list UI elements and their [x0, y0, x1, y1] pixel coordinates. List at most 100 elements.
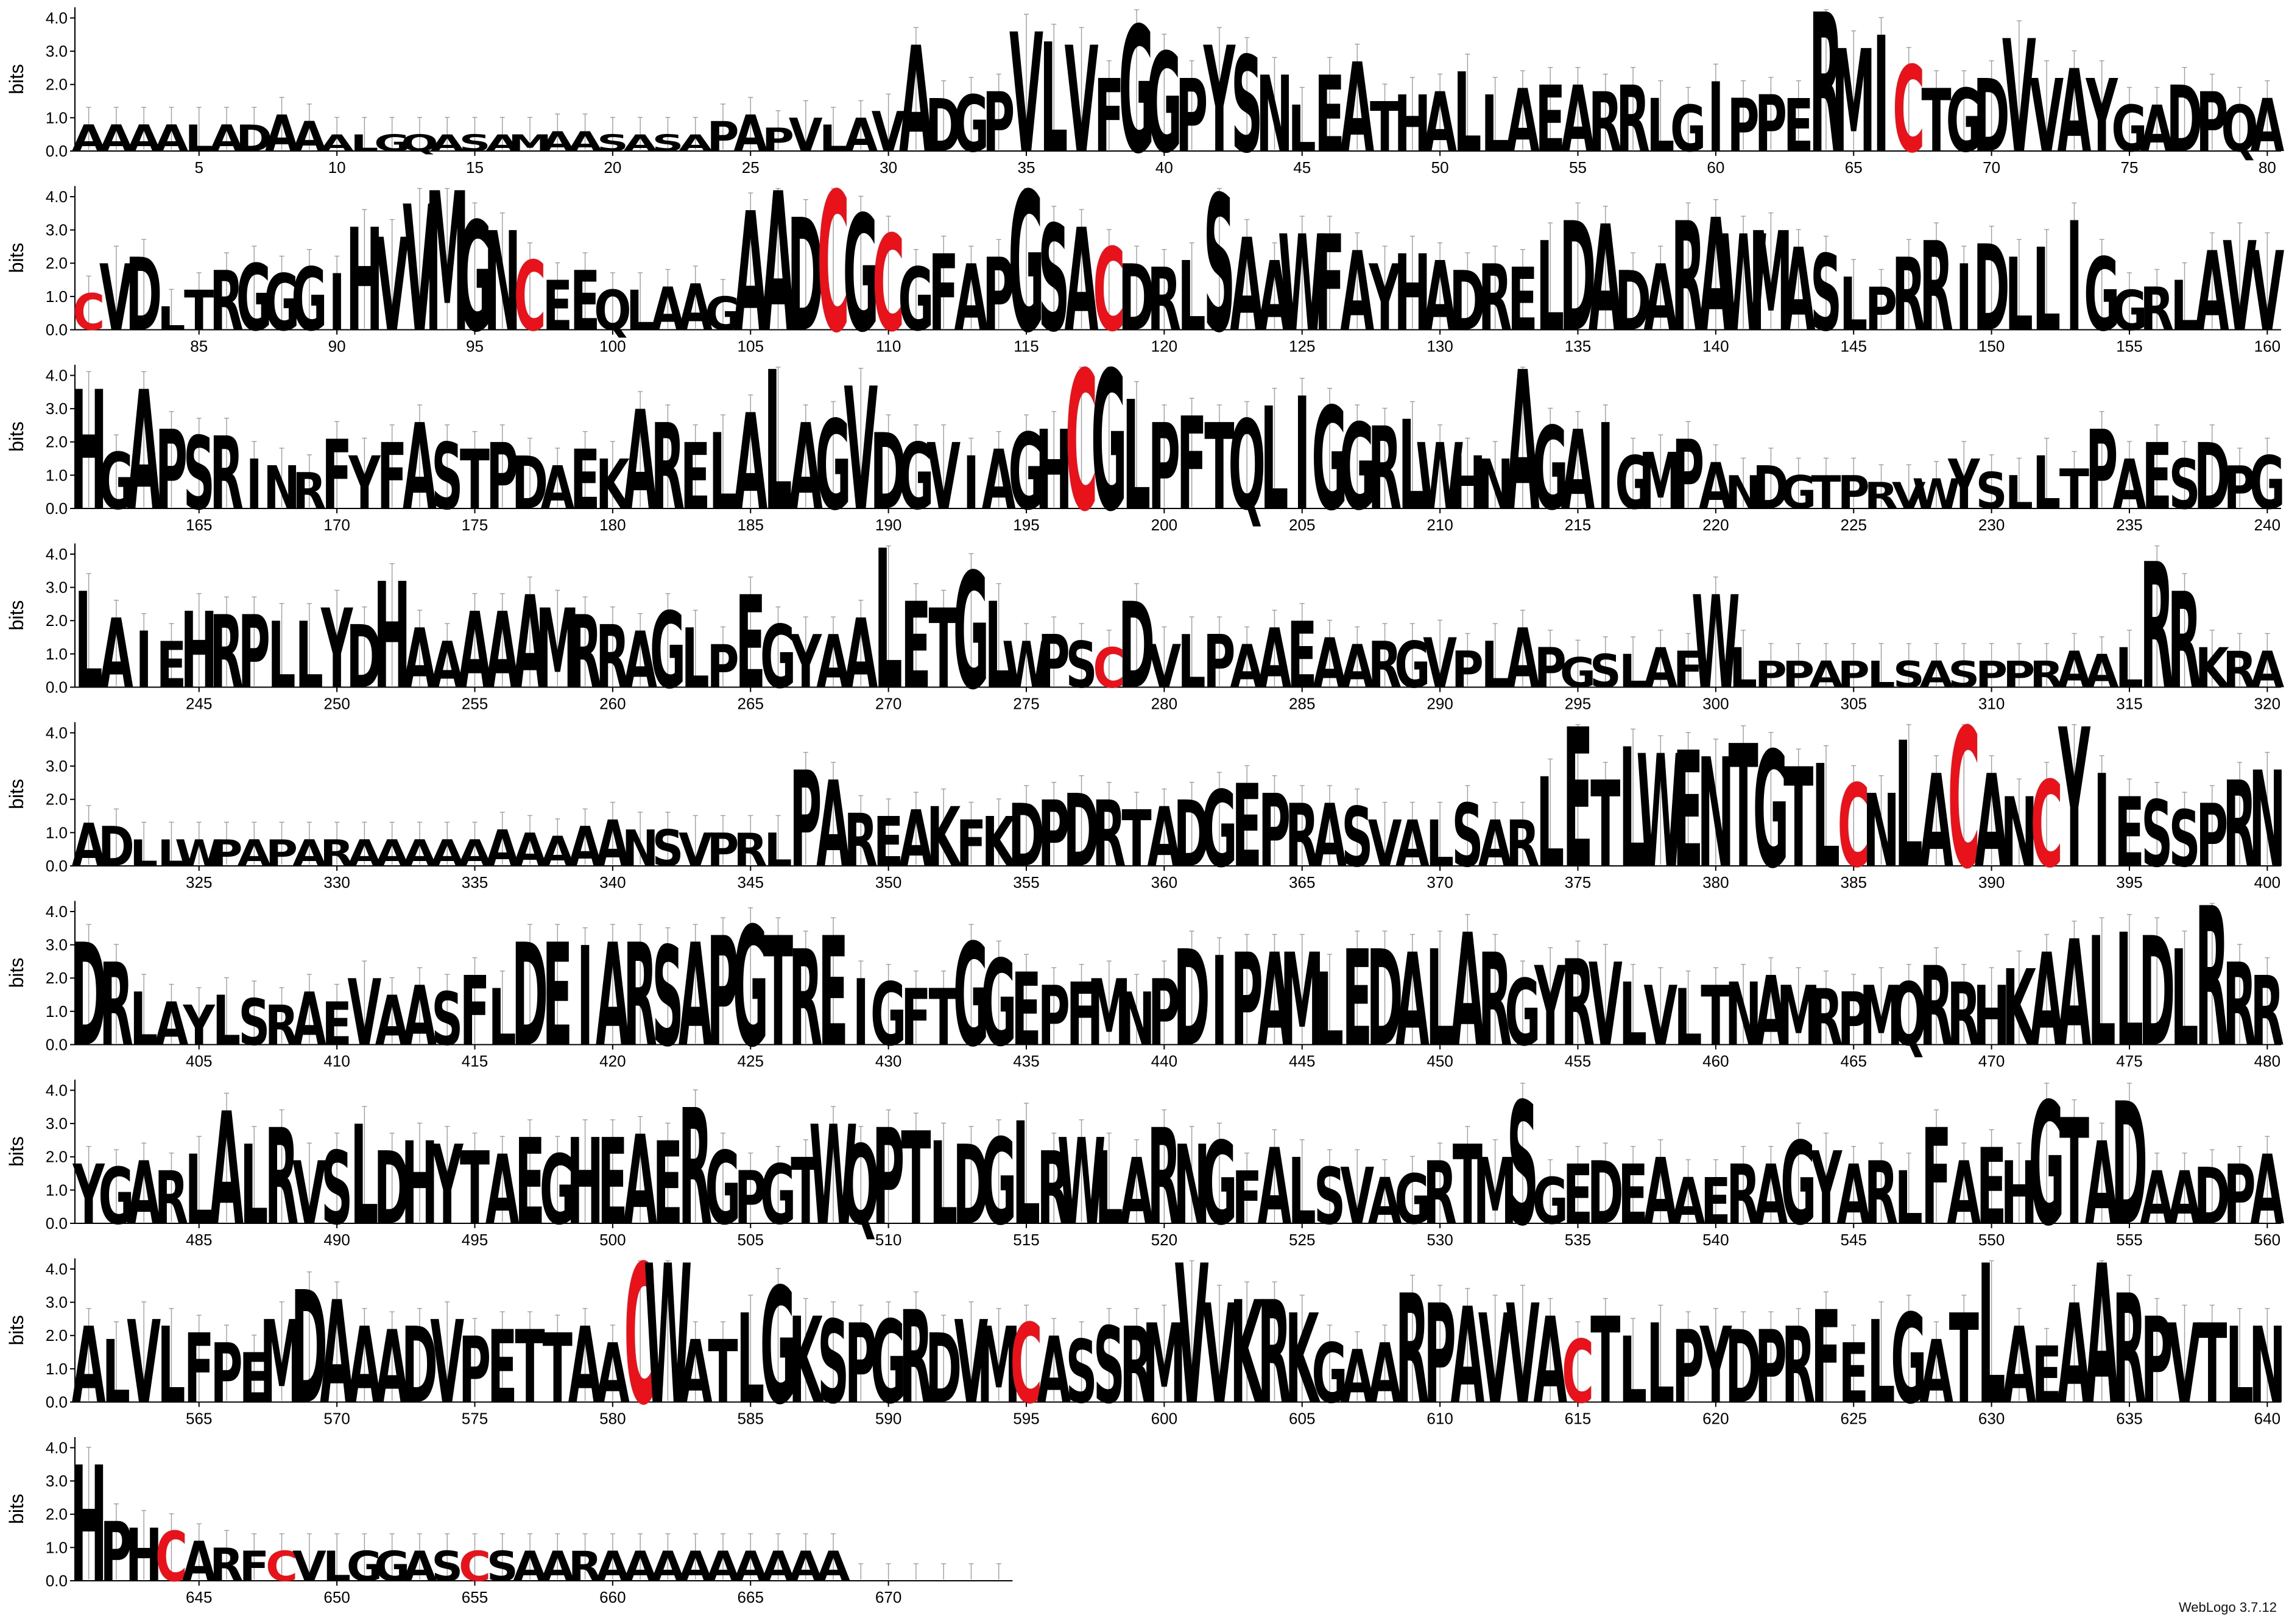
logo-row-1: 0.01.02.03.04.0bitsAAAALADAAALGQASAMAASA…: [5, 0, 2284, 196]
logo-letter-pos-595: C: [1010, 1301, 1043, 1429]
logo-letter-pos-3: A: [127, 118, 161, 160]
x-tick-label: 530: [1427, 1231, 1453, 1249]
logo-letter-pos-80: A: [2250, 84, 2284, 169]
logo-letter-pos-327: A: [237, 832, 271, 875]
x-tick-label: 80: [2259, 158, 2276, 177]
x-tick-label: 480: [2254, 1052, 2280, 1070]
logo-letter-pos-382: G: [1753, 719, 1789, 904]
x-tick-label: 190: [875, 516, 901, 534]
x-tick-label: 655: [462, 1588, 488, 1606]
y-tick-label: 1.0: [46, 645, 68, 663]
x-tick-label: 590: [875, 1410, 901, 1428]
logo-letter-pos-254: A: [430, 629, 464, 703]
x-tick-label: 30: [880, 158, 897, 177]
x-tick-label: 610: [1427, 1410, 1453, 1428]
x-tick-label: 430: [875, 1052, 901, 1070]
logo-letter-pos-43: S: [1231, 29, 1263, 183]
logo-letter-pos-216: I: [1597, 399, 1614, 537]
logo-letter-pos-23: A: [679, 130, 713, 156]
logo-letter-pos-458: V: [1643, 969, 1677, 1064]
logo-letter-pos-538: A: [1643, 1139, 1677, 1245]
logo-letter-pos-603: K: [1230, 1271, 1265, 1436]
logo-letter-pos-638: T: [2197, 1301, 2227, 1429]
logo-letter-pos-496: A: [485, 1135, 520, 1246]
logo-letter-pos-559: P: [2224, 1148, 2256, 1243]
x-tick-label: 100: [599, 337, 626, 356]
logo-letter-pos-222: D: [1753, 454, 1790, 523]
logo-letter-pos-596: A: [1037, 1318, 1071, 1424]
logo-letter-pos-584: T: [708, 1321, 738, 1423]
y-tick-label: 2.0: [46, 76, 68, 94]
logo-letter-pos-125: W: [1278, 208, 1326, 362]
logo-letter-pos-438: M: [1087, 960, 1131, 1067]
logo-letter-pos-162: G: [98, 437, 134, 527]
y-tick-label: 0.0: [46, 1214, 68, 1232]
logo-letter-pos-72: V: [2030, 58, 2064, 175]
logo-letter-pos-533: S: [1507, 1067, 1539, 1264]
logo-letter-pos-414: S: [431, 977, 463, 1062]
logo-letter-pos-579: A: [568, 1306, 602, 1428]
logo-letter-pos-406: L: [213, 982, 241, 1061]
logo-letter-pos-338: A: [540, 828, 574, 876]
logo-letter-pos-160: V: [2250, 229, 2284, 356]
x-tick-label: 630: [1978, 1410, 2005, 1428]
logo-letter-pos-121: L: [1178, 241, 1206, 353]
x-tick-label: 195: [1013, 516, 1039, 534]
logo-letter-pos-480: R: [2251, 956, 2284, 1067]
logo-letter-pos-40: G: [1146, 25, 1182, 184]
logo-letter-pos-482: G: [98, 1152, 134, 1242]
logo-letter-pos-492: D: [374, 1130, 411, 1247]
logo-letter-pos-516: R: [1037, 1130, 1071, 1247]
logo-letter-pos-387: L: [1895, 705, 1923, 907]
logo-letter-pos-148: R: [1919, 216, 1953, 359]
x-tick-label: 85: [190, 337, 208, 356]
logo-letter-pos-18: A: [540, 126, 574, 158]
x-tick-label: 490: [323, 1231, 350, 1249]
logo-letter-pos-86: R: [210, 255, 243, 350]
logo-letter-pos-174: S: [431, 424, 463, 530]
logo-letter-pos-447: E: [1342, 923, 1372, 1077]
logo-letter-pos-362: G: [1201, 770, 1237, 891]
logo-letter-pos-48: T: [1370, 88, 1400, 167]
logo-letter-pos-571: A: [348, 1306, 382, 1428]
logo-letter-pos-400: N: [2249, 744, 2285, 898]
logo-letter-pos-114: P: [982, 237, 1015, 354]
x-tick-label: 420: [599, 1052, 626, 1070]
logo-letter-pos-14: A: [430, 130, 464, 156]
logo-letter-pos-393: Y: [2058, 688, 2090, 912]
x-tick-label: 45: [1293, 158, 1311, 177]
x-tick-label: 10: [328, 158, 346, 177]
logo-letter-pos-613: V: [1506, 1276, 1540, 1435]
logo-letter-pos-635: R: [2112, 1262, 2146, 1438]
logo-letter-pos-396: S: [2141, 781, 2173, 888]
logo-letter-pos-83: D: [125, 237, 162, 354]
logo-letter-pos-621: D: [1725, 1309, 1762, 1426]
logo-letter-pos-663: A: [679, 1543, 713, 1591]
logo-letter-pos-6: A: [210, 118, 244, 160]
logo-letter-pos-445: M: [1280, 927, 1324, 1075]
logo-letter-pos-547: L: [1895, 1156, 1923, 1241]
logo-letter-pos-292: L: [1481, 629, 1509, 703]
x-tick-label: 170: [323, 516, 350, 534]
logo-letter-pos-433: G: [953, 914, 989, 1078]
logo-letter-pos-616: T: [1590, 1292, 1620, 1430]
logo-letter-pos-184: L: [709, 412, 737, 534]
logo-letter-pos-441: D: [1174, 923, 1210, 1077]
x-tick-label: 210: [1427, 516, 1453, 534]
logo-letter-pos-594: M: [977, 1306, 1021, 1428]
logo-letter-pos-65: M: [1832, 20, 1875, 185]
x-tick-label: 625: [1841, 1410, 1867, 1428]
x-tick-label: 280: [1151, 695, 1177, 713]
logo-letter-pos-273: G: [953, 540, 989, 725]
logo-letter-pos-217: G: [1615, 441, 1651, 526]
logo-letter-pos-519: A: [1120, 1139, 1154, 1245]
logo-letter-pos-206: G: [1311, 378, 1347, 542]
logo-letter-pos-443: P: [1231, 927, 1263, 1075]
logo-letter-pos-561: A: [72, 1306, 106, 1428]
logo-letter-pos-226: R: [1864, 475, 1898, 518]
x-tick-label: 575: [462, 1410, 488, 1428]
x-tick-label: 70: [1983, 158, 2000, 177]
y-tick-label: 4.0: [46, 545, 68, 563]
logo-letter-pos-666: A: [761, 1543, 795, 1591]
logo-letter-pos-503: R: [679, 1077, 712, 1262]
